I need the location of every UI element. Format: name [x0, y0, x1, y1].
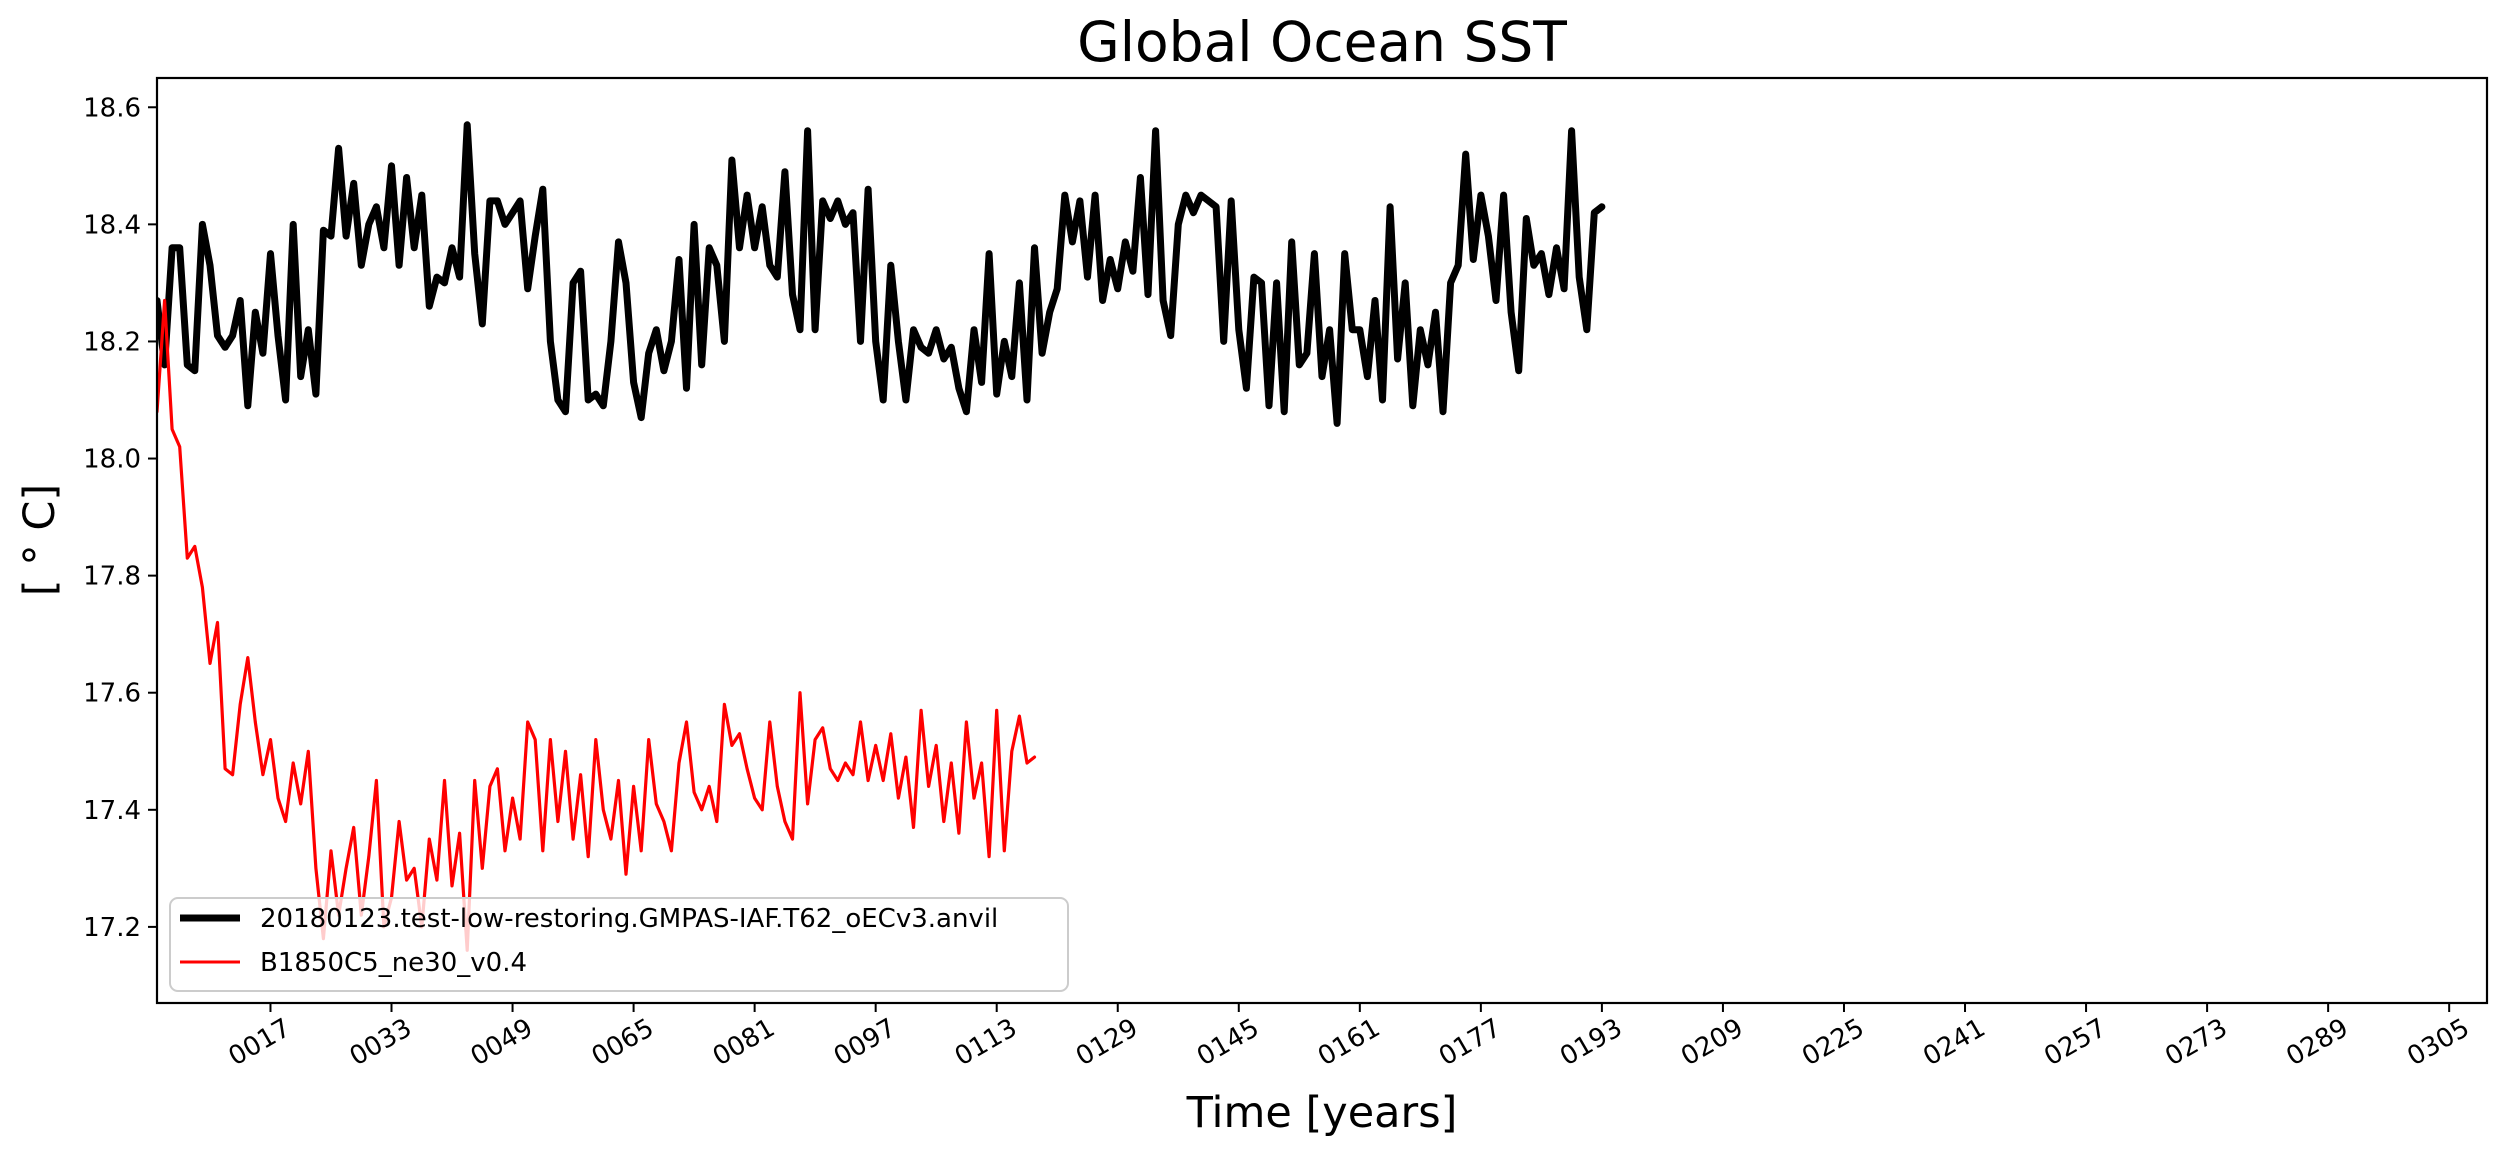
legend-box — [169, 897, 1069, 992]
chart-title: Global Ocean SST — [1077, 10, 1567, 74]
legend: 20180123.test-low-restoring.GMPAS-IAF.T6… — [169, 897, 1069, 992]
x-axis-label: Time [years] — [1186, 1088, 1458, 1138]
y-axis-ticks: 17.2 17.4 17.6 17.8 18.0 18.2 18.4 18.6 — [83, 93, 157, 943]
y-tick-label: 18.2 — [83, 327, 141, 357]
y-tick-label: 17.2 — [83, 913, 141, 943]
y-tick-label: 17.6 — [83, 679, 141, 709]
y-tick-label: 17.8 — [83, 562, 141, 592]
plot-series — [157, 121, 1606, 952]
series-line-black — [157, 121, 1606, 427]
y-tick-label: 18.6 — [83, 93, 141, 123]
legend-label-black: 20180123.test-low-restoring.GMPAS-IAF.T6… — [260, 904, 998, 934]
plot-frame — [155, 76, 2489, 1005]
y-axis-label: [ ° C] — [15, 484, 65, 596]
series-line-red — [157, 298, 1037, 952]
y-tick-label: 18.0 — [83, 445, 141, 475]
y-tick-label: 18.4 — [83, 210, 141, 240]
y-tick-label: 17.4 — [83, 796, 141, 826]
legend-label-red: B1850C5_ne30_v0.4 — [260, 948, 527, 978]
